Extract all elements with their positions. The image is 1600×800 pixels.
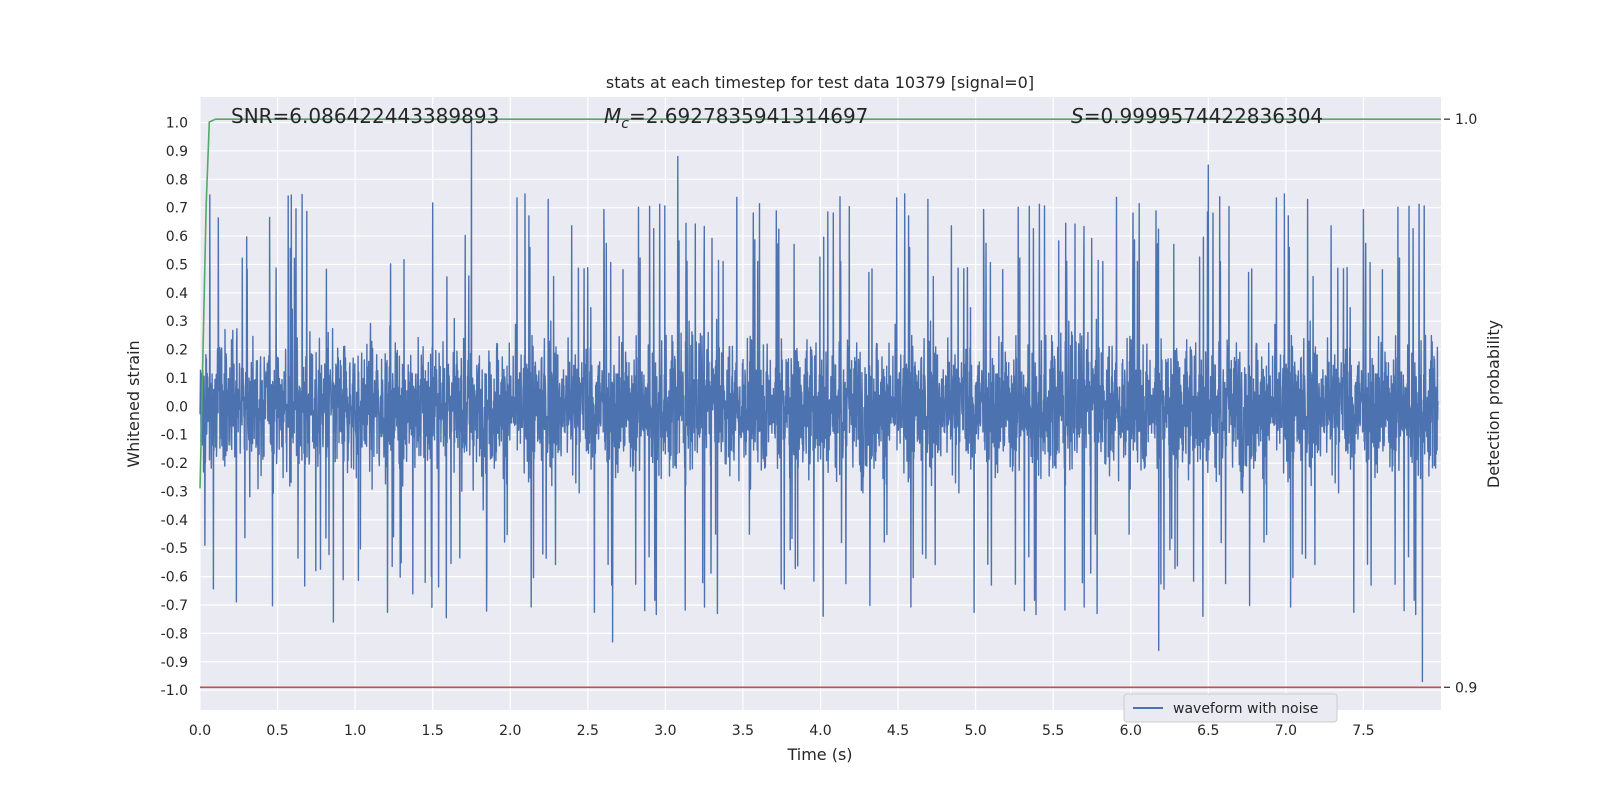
x-tick-label: 7.5 [1352, 723, 1374, 739]
y-tick-label: -0.9 [161, 655, 188, 671]
score-symbol: S [1071, 104, 1084, 128]
y-tick-label: 0.0 [166, 399, 188, 415]
series-waveform-with-noise [199, 121, 1439, 683]
y-axis-left: 1.0 0.9 0.8 0.7 0.6 0.5 0.4 0.3 0.2 0.1 0.0 -0.1 -0.… [161, 116, 188, 700]
y-tick-label: 0.9 [166, 144, 188, 160]
y-tick-label: 0.6 [166, 229, 188, 245]
y-axis-right: 1.0 0.9 [1444, 112, 1477, 696]
x-tick-label: 4.0 [809, 723, 831, 739]
x-tick-label: 7.0 [1275, 723, 1297, 739]
y-tick-label: -0.7 [161, 598, 188, 614]
chirp-mass-subscript: c [621, 116, 629, 132]
y-tick-label: -0.2 [161, 456, 188, 472]
chart-title: stats at each timestep for test data 103… [606, 73, 1034, 92]
x-tick-label: 3.5 [732, 723, 754, 739]
y-tick-label: 0.7 [166, 201, 188, 217]
y-axis-label: Whitened strain [124, 340, 143, 467]
chirp-mass-symbol: M [604, 104, 621, 128]
y-tick-label: 0.3 [166, 314, 188, 330]
y-right-tick-label: 0.9 [1455, 680, 1477, 696]
x-tick-label: 2.0 [499, 723, 521, 739]
series-detection-probability [199, 118, 1441, 489]
x-tick-label: 2.5 [577, 723, 599, 739]
y-tick-label: 0.1 [166, 371, 188, 387]
y-tick-label: -0.6 [161, 570, 188, 586]
chirp-mass-value: =2.6927835941314697 [629, 104, 868, 128]
x-tick-label: 6.0 [1120, 723, 1142, 739]
x-tick-label: 5.5 [1042, 723, 1064, 739]
legend-box [1123, 693, 1338, 723]
x-tick-label: 0.5 [266, 723, 288, 739]
x-axis: 0.0 0.5 1.0 1.5 2.0 2.5 3.0 3.5 4.0 4.5 5.0 5.5 6.0 6… [189, 723, 1375, 739]
series-layer [199, 118, 1441, 689]
x-tick-label: 1.0 [344, 723, 366, 739]
x-tick-label: 6.5 [1197, 723, 1219, 739]
y-tick-label: 0.2 [166, 343, 188, 359]
x-tick-label: 4.5 [887, 723, 909, 739]
y-tick-label: -0.5 [161, 541, 188, 557]
y-tick-label: 1.0 [166, 116, 188, 132]
x-axis-label: Time (s) [786, 745, 852, 764]
y-tick-label: -0.4 [161, 513, 188, 529]
x-tick-label: 0.0 [189, 723, 211, 739]
legend-label-waveform: waveform with noise [1173, 701, 1318, 717]
y-tick-label: -0.1 [161, 428, 188, 444]
x-tick-label: 5.0 [964, 723, 986, 739]
y-tick-label: -1.0 [161, 683, 188, 699]
snr-annotation: SNR=6.086422443389893 [231, 104, 499, 128]
score-value: =0.9999574422836304 [1084, 104, 1323, 128]
y-axis-right-label: Detection probability [1484, 320, 1503, 488]
y-tick-label: 0.4 [166, 286, 188, 302]
y-tick-label: -0.3 [161, 484, 188, 500]
x-tick-label: 1.5 [422, 723, 444, 739]
legend: waveform with noise [1123, 693, 1338, 723]
y-tick-label: 0.5 [166, 257, 188, 273]
y-right-tick-label: 1.0 [1455, 112, 1477, 128]
x-tick-label: 3.0 [654, 723, 676, 739]
score-annotation: S=0.9999574422836304 [1071, 104, 1323, 128]
chirp-mass-annotation: Mc=2.6927835941314697 [604, 104, 868, 132]
y-tick-label: 0.8 [166, 172, 188, 188]
y-tick-label: -0.8 [161, 626, 188, 642]
